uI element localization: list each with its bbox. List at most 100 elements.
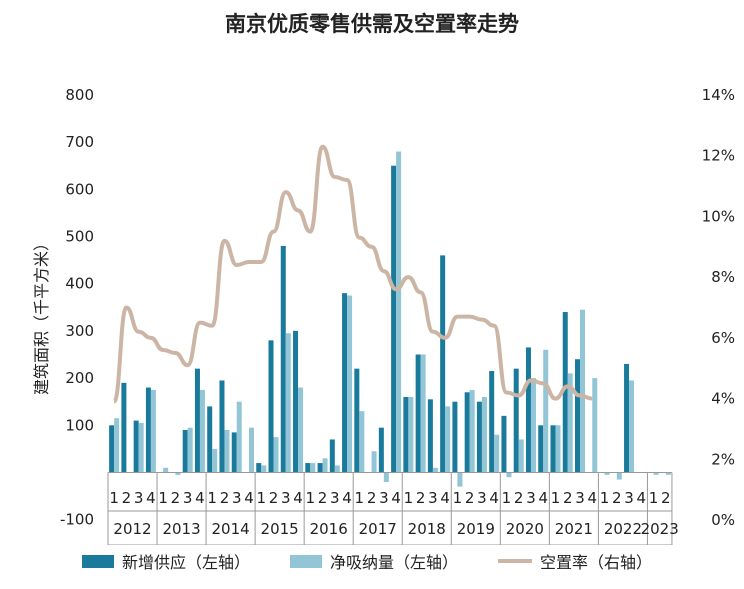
supply-bar xyxy=(194,368,200,473)
absorption-bar xyxy=(261,465,267,473)
absorption-bar xyxy=(175,472,181,475)
absorption-bar xyxy=(653,472,659,475)
y2-tick-label: 14% xyxy=(702,86,735,104)
supply-bar xyxy=(464,392,470,473)
chart-title: 南京优质零售供需及空置率走势 xyxy=(225,12,519,36)
supply-bar xyxy=(562,312,568,473)
quarter-label: 4 xyxy=(244,489,254,507)
y2-tick-label: 0% xyxy=(711,511,735,529)
absorption-bar xyxy=(555,425,561,473)
quarter-label: 2 xyxy=(171,489,181,507)
legend-item-supply: 新增供应（左轴） xyxy=(82,549,250,573)
supply-bar xyxy=(489,371,495,473)
year-label: 2018 xyxy=(408,520,446,538)
supply-bar xyxy=(121,382,127,473)
legend-item-absorption: 净吸纳量（左轴） xyxy=(290,549,458,573)
quarter-label: 2 xyxy=(416,489,426,507)
quarter-label: 2 xyxy=(318,489,328,507)
quarter-label: 1 xyxy=(404,489,414,507)
quarter-label: 2 xyxy=(612,489,622,507)
year-label: 2023 xyxy=(641,520,679,538)
quarter-label: 3 xyxy=(232,489,242,507)
supply-bar xyxy=(329,439,335,473)
absorption-bar xyxy=(212,448,218,473)
quarter-label: 1 xyxy=(453,489,463,507)
legend-label-supply: 新增供应（左轴） xyxy=(122,553,251,572)
year-label: 2017 xyxy=(359,520,397,538)
absorption-bar xyxy=(481,396,487,473)
y-tick-label: 500 xyxy=(65,228,94,246)
quarter-label: 2 xyxy=(122,489,132,507)
y-tick-label: 400 xyxy=(65,275,94,293)
absorption-bar xyxy=(592,378,598,473)
quarter-label: 3 xyxy=(575,489,585,507)
absorption-bar xyxy=(396,151,402,473)
absorption-bar xyxy=(518,439,524,473)
supply-bar xyxy=(391,165,397,473)
y-tick-label: 800 xyxy=(65,86,94,104)
supply-bar xyxy=(268,340,274,473)
supply-bar xyxy=(476,401,482,473)
supply-bar xyxy=(403,396,409,473)
quarter-label: 1 xyxy=(600,489,610,507)
y-tick-label: 100 xyxy=(65,416,94,434)
supply-bar xyxy=(231,432,237,473)
quarter-label: 2 xyxy=(514,489,524,507)
quarter-label: 3 xyxy=(281,489,291,507)
year-label: 2013 xyxy=(162,520,200,538)
supply-bar xyxy=(513,368,519,473)
year-label: 2014 xyxy=(212,520,250,538)
supply-bar xyxy=(440,255,446,473)
quarter-label: 3 xyxy=(428,489,438,507)
absorption-bar xyxy=(359,411,365,473)
quarter-label: 4 xyxy=(146,489,156,507)
quarter-label: 1 xyxy=(256,489,266,507)
supply-bar xyxy=(133,420,139,473)
legend-swatch-absorption xyxy=(290,554,323,568)
quarter-label: 2 xyxy=(563,489,573,507)
absorption-bar xyxy=(665,472,671,475)
quarter-label: 4 xyxy=(195,489,205,507)
absorption-bar xyxy=(629,380,635,473)
quarter-label: 1 xyxy=(207,489,217,507)
quarter-label: 3 xyxy=(624,489,634,507)
absorption-bar xyxy=(187,427,193,473)
absorption-bar xyxy=(298,387,304,473)
quarter-label: 4 xyxy=(637,489,647,507)
quarter-label: 1 xyxy=(649,489,659,507)
quarter-label: 4 xyxy=(391,489,401,507)
quarter-label: 2 xyxy=(661,489,671,507)
y-tick-label: 700 xyxy=(65,133,94,151)
supply-bar xyxy=(501,415,507,473)
legend: 新增供应（左轴） 净吸纳量（左轴） 空置率（右轴） xyxy=(82,549,692,573)
year-label: 2021 xyxy=(555,520,593,538)
absorption-bar xyxy=(248,427,254,473)
supply-bar xyxy=(207,406,213,473)
quarter-label: 2 xyxy=(465,489,475,507)
quarter-label: 3 xyxy=(330,489,340,507)
y-tick-label: 600 xyxy=(65,180,94,198)
absorption-bar xyxy=(580,309,586,473)
quarter-label: 1 xyxy=(306,489,316,507)
absorption-bar xyxy=(616,472,622,480)
absorption-bar xyxy=(273,437,279,473)
supply-bar xyxy=(305,463,311,473)
quarter-label: 4 xyxy=(489,489,499,507)
y2-tick-label: 12% xyxy=(702,147,735,165)
supply-bar xyxy=(525,347,531,473)
y-axis-title: 建筑面积（千平方米） xyxy=(32,235,51,395)
absorption-bar xyxy=(604,472,610,475)
absorption-bar xyxy=(371,451,377,473)
absorption-bar xyxy=(445,406,451,473)
y2-tick-label: 8% xyxy=(711,268,735,286)
quarter-label: 3 xyxy=(477,489,487,507)
supply-bar xyxy=(280,245,286,473)
absorption-bar xyxy=(469,389,475,473)
absorption-bar xyxy=(543,349,549,473)
year-label: 2015 xyxy=(261,520,299,538)
year-label: 2012 xyxy=(113,520,151,538)
supply-bar xyxy=(145,387,151,473)
supply-bar xyxy=(256,463,262,473)
absorption-bar xyxy=(530,378,536,473)
supply-bar xyxy=(538,425,544,473)
